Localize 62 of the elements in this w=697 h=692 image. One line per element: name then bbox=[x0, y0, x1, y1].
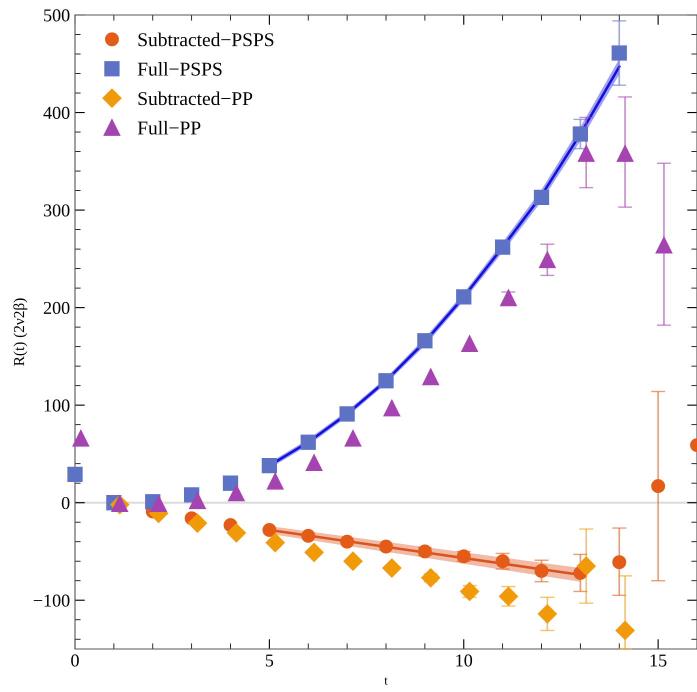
y-tick-label: 300 bbox=[44, 204, 70, 217]
y-tick-label: 0 bbox=[62, 496, 70, 510]
point bbox=[656, 236, 672, 254]
point bbox=[150, 495, 167, 512]
point bbox=[651, 479, 666, 494]
y-axis-title: R(t) (2ν2β) bbox=[13, 298, 28, 366]
legend-label: Subtracted−PP bbox=[138, 91, 252, 106]
point bbox=[304, 542, 324, 562]
x-tick-label: 10 bbox=[456, 654, 472, 667]
point bbox=[266, 472, 284, 490]
point bbox=[67, 466, 83, 482]
point bbox=[301, 528, 316, 543]
point bbox=[578, 145, 595, 162]
point bbox=[461, 335, 478, 352]
point bbox=[339, 406, 355, 422]
point bbox=[460, 582, 480, 601]
y-tick-label: 500 bbox=[44, 9, 70, 22]
point bbox=[616, 145, 634, 162]
y-tick-label: 400 bbox=[43, 106, 70, 119]
point bbox=[382, 558, 402, 578]
x-axis-title: t bbox=[384, 677, 388, 685]
point bbox=[226, 523, 246, 542]
point bbox=[343, 552, 362, 571]
point bbox=[300, 434, 316, 450]
point bbox=[422, 368, 440, 386]
y-tick-label: −100 bbox=[34, 594, 70, 607]
point bbox=[72, 430, 90, 447]
point bbox=[456, 289, 472, 305]
point bbox=[616, 620, 635, 640]
legend-label: Full−PSPS bbox=[138, 62, 222, 76]
point bbox=[344, 430, 362, 447]
point bbox=[383, 400, 400, 416]
point bbox=[576, 556, 596, 576]
point bbox=[222, 476, 238, 491]
point bbox=[612, 555, 626, 570]
point bbox=[228, 484, 245, 502]
point bbox=[500, 290, 517, 306]
x-tick-label: 15 bbox=[650, 654, 666, 667]
point bbox=[306, 454, 322, 472]
point bbox=[378, 373, 394, 388]
point bbox=[534, 190, 550, 206]
x-tick-label: 5 bbox=[266, 654, 274, 667]
legend-label: Subtracted−PSPS bbox=[138, 32, 274, 46]
point bbox=[534, 564, 548, 578]
point bbox=[189, 492, 206, 510]
point bbox=[612, 45, 627, 61]
point bbox=[262, 523, 276, 537]
point bbox=[538, 251, 556, 268]
point bbox=[266, 533, 285, 552]
point bbox=[572, 126, 588, 142]
point bbox=[538, 604, 557, 624]
point bbox=[494, 240, 510, 255]
point bbox=[417, 333, 433, 348]
point bbox=[421, 568, 440, 588]
y-tick-label: 100 bbox=[44, 399, 70, 412]
point bbox=[340, 534, 354, 549]
y-tick-label: 200 bbox=[44, 302, 70, 314]
point bbox=[262, 458, 278, 474]
x-tick-label: 0 bbox=[71, 654, 79, 667]
legend-label: Full−PP bbox=[138, 120, 200, 135]
point bbox=[188, 514, 207, 533]
point bbox=[379, 540, 393, 554]
